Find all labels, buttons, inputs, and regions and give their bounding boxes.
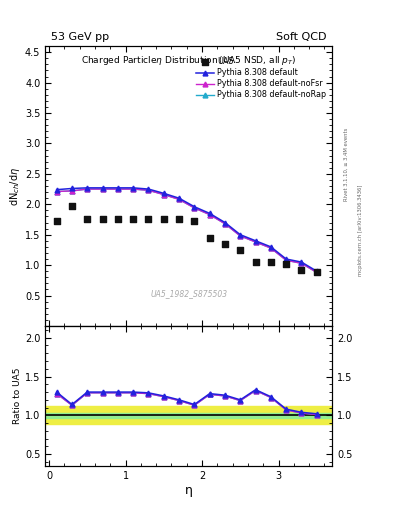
UA5 bbox=[222, 240, 228, 248]
Text: Rivet 3.1.10, ≥ 3.4M events: Rivet 3.1.10, ≥ 3.4M events bbox=[344, 127, 349, 201]
Pythia 8.308 default-noRap bbox=[238, 233, 242, 239]
Pythia 8.308 default-noRap bbox=[314, 269, 319, 275]
Pythia 8.308 default bbox=[131, 185, 136, 191]
Pythia 8.308 default-noFsr bbox=[146, 187, 151, 194]
Pythia 8.308 default-noFsr bbox=[238, 233, 242, 239]
Y-axis label: Ratio to UA5: Ratio to UA5 bbox=[13, 368, 22, 424]
Pythia 8.308 default-noRap bbox=[222, 221, 227, 227]
Pythia 8.308 default bbox=[70, 185, 74, 191]
Pythia 8.308 default-noFsr bbox=[284, 257, 288, 263]
Text: mcplots.cern.ch [arXiv:1306.3436]: mcplots.cern.ch [arXiv:1306.3436] bbox=[358, 185, 364, 276]
Pythia 8.308 default bbox=[162, 190, 166, 197]
Pythia 8.308 default-noRap bbox=[116, 186, 120, 192]
UA5 bbox=[191, 217, 198, 225]
Pythia 8.308 default bbox=[177, 195, 182, 201]
Pythia 8.308 default-noFsr bbox=[253, 239, 258, 245]
Pythia 8.308 default-noRap bbox=[268, 245, 273, 251]
UA5 bbox=[130, 216, 136, 224]
Pythia 8.308 default bbox=[146, 186, 151, 192]
Legend: UA5, Pythia 8.308 default, Pythia 8.308 default-noFsr, Pythia 8.308 default-noRa: UA5, Pythia 8.308 default, Pythia 8.308 … bbox=[193, 54, 330, 102]
Pythia 8.308 default-noFsr bbox=[299, 260, 304, 266]
Pythia 8.308 default-noRap bbox=[146, 187, 151, 194]
Pythia 8.308 default bbox=[85, 185, 90, 191]
Pythia 8.308 default-noFsr bbox=[70, 188, 74, 194]
Pythia 8.308 default-noRap bbox=[253, 239, 258, 245]
Pythia 8.308 default bbox=[299, 259, 304, 265]
UA5 bbox=[99, 216, 106, 224]
UA5 bbox=[53, 217, 60, 225]
Pythia 8.308 default-noFsr bbox=[131, 186, 136, 192]
Pythia 8.308 default-noRap bbox=[284, 257, 288, 263]
Text: UA5_1982_S875503: UA5_1982_S875503 bbox=[150, 289, 227, 298]
Pythia 8.308 default-noRap bbox=[131, 186, 136, 192]
Pythia 8.308 default-noRap bbox=[85, 186, 90, 192]
Line: Pythia 8.308 default: Pythia 8.308 default bbox=[54, 185, 319, 273]
Pythia 8.308 default-noFsr bbox=[268, 245, 273, 251]
Pythia 8.308 default-noRap bbox=[299, 260, 304, 266]
Pythia 8.308 default-noFsr bbox=[116, 186, 120, 192]
UA5 bbox=[207, 233, 213, 242]
Line: Pythia 8.308 default-noRap: Pythia 8.308 default-noRap bbox=[54, 187, 319, 275]
Pythia 8.308 default-noFsr bbox=[208, 211, 212, 218]
Text: Charged Particle$\eta$ Distribution (UA5 NSD, all $p_T$): Charged Particle$\eta$ Distribution (UA5… bbox=[81, 54, 296, 68]
UA5 bbox=[268, 258, 274, 266]
UA5 bbox=[84, 216, 90, 224]
Pythia 8.308 default-noFsr bbox=[222, 221, 227, 227]
Pythia 8.308 default bbox=[116, 185, 120, 191]
Pythia 8.308 default bbox=[268, 244, 273, 250]
Pythia 8.308 default bbox=[100, 185, 105, 191]
Pythia 8.308 default-noFsr bbox=[85, 186, 90, 192]
Pythia 8.308 default-noRap bbox=[70, 188, 74, 194]
UA5 bbox=[176, 216, 182, 224]
Pythia 8.308 default-noRap bbox=[192, 205, 197, 211]
UA5 bbox=[161, 216, 167, 224]
X-axis label: η: η bbox=[185, 483, 193, 497]
UA5 bbox=[298, 266, 305, 274]
Pythia 8.308 default bbox=[222, 220, 227, 226]
Pythia 8.308 default-noFsr bbox=[54, 188, 59, 195]
Text: Soft QCD: Soft QCD bbox=[276, 32, 326, 42]
UA5 bbox=[283, 260, 289, 268]
Pythia 8.308 default bbox=[54, 186, 59, 193]
Pythia 8.308 default bbox=[284, 256, 288, 262]
UA5 bbox=[314, 268, 320, 276]
Text: 53 GeV pp: 53 GeV pp bbox=[51, 32, 109, 42]
UA5 bbox=[115, 216, 121, 224]
Pythia 8.308 default bbox=[253, 238, 258, 244]
UA5 bbox=[145, 216, 152, 224]
UA5 bbox=[237, 246, 243, 254]
UA5 bbox=[69, 202, 75, 210]
Pythia 8.308 default-noFsr bbox=[100, 186, 105, 192]
Pythia 8.308 default bbox=[192, 204, 197, 210]
Pythia 8.308 default-noFsr bbox=[192, 205, 197, 211]
Pythia 8.308 default bbox=[314, 268, 319, 274]
Pythia 8.308 default-noRap bbox=[208, 211, 212, 218]
Pythia 8.308 default-noRap bbox=[177, 196, 182, 202]
Pythia 8.308 default-noRap bbox=[100, 186, 105, 192]
Pythia 8.308 default-noRap bbox=[162, 191, 166, 198]
Pythia 8.308 default-noFsr bbox=[162, 191, 166, 198]
Pythia 8.308 default bbox=[208, 210, 212, 217]
Line: Pythia 8.308 default-noFsr: Pythia 8.308 default-noFsr bbox=[54, 187, 319, 275]
Y-axis label: dN$_{ch}$/d$\eta$: dN$_{ch}$/d$\eta$ bbox=[8, 166, 22, 206]
Pythia 8.308 default bbox=[238, 231, 242, 238]
Pythia 8.308 default-noRap bbox=[54, 188, 59, 195]
Bar bbox=[45, 407, 332, 424]
Pythia 8.308 default-noFsr bbox=[314, 269, 319, 275]
UA5 bbox=[252, 258, 259, 266]
Pythia 8.308 default-noFsr bbox=[177, 196, 182, 202]
Bar bbox=[45, 413, 332, 418]
